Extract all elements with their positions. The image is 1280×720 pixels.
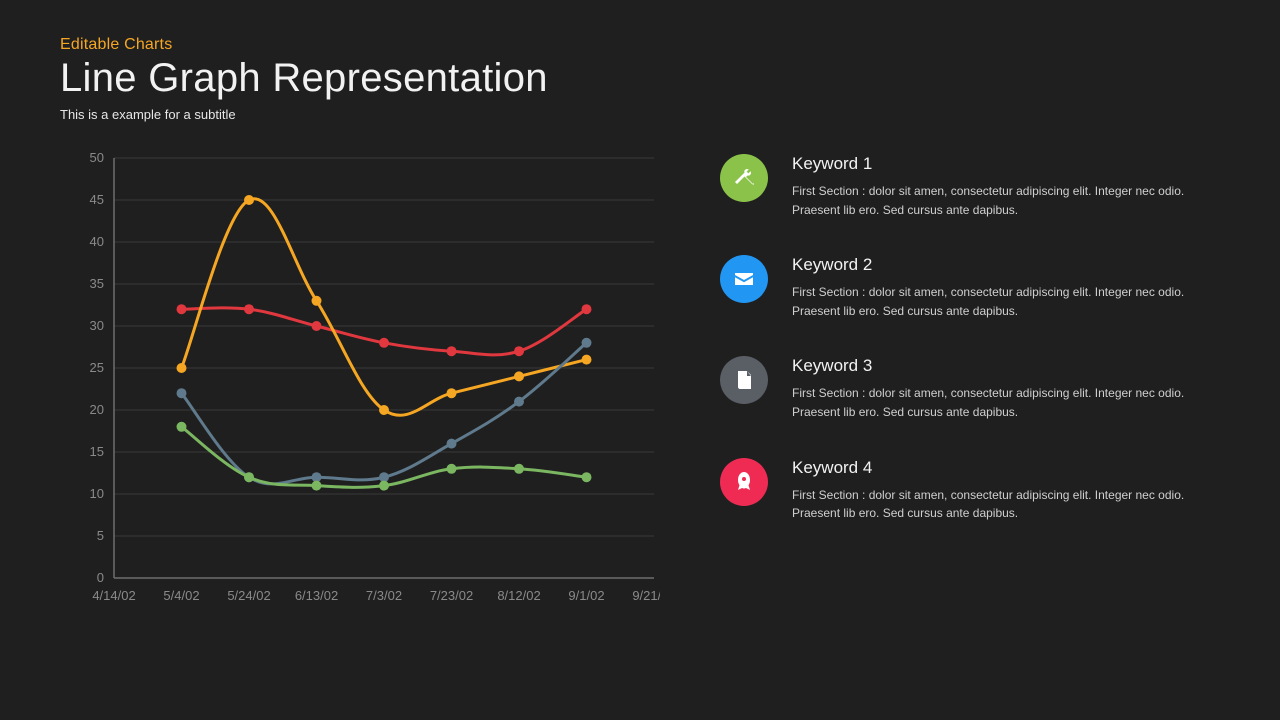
series-marker-red <box>379 338 389 348</box>
x-tick-label: 9/21/02 <box>632 588 660 603</box>
tools-icon <box>720 154 768 202</box>
series-marker-blue <box>582 338 592 348</box>
y-tick-label: 35 <box>90 276 104 291</box>
keyword-item: Keyword 1 First Section : dolor sit amen,… <box>720 154 1220 219</box>
keyword-text: Keyword 1 First Section : dolor sit amen,… <box>792 154 1212 219</box>
series-marker-green <box>244 472 254 482</box>
y-tick-label: 0 <box>97 570 104 585</box>
series-line-red <box>182 308 587 355</box>
keyword-item: Keyword 4 First Section : dolor sit amen,… <box>720 458 1220 523</box>
series-marker-orange <box>514 371 524 381</box>
series-marker-orange <box>447 388 457 398</box>
series-marker-green <box>312 481 322 491</box>
series-marker-orange <box>582 355 592 365</box>
x-tick-label: 6/13/02 <box>295 588 338 603</box>
series-line-orange <box>182 199 587 416</box>
x-tick-label: 7/3/02 <box>366 588 402 603</box>
keyword-title: Keyword 2 <box>792 255 1212 275</box>
content: 0 5 10 15 20 25 30 35 40 45 50 4/14/02 5/4/02 5/24/02… <box>60 148 1220 623</box>
keyword-title: Keyword 3 <box>792 356 1212 376</box>
series-marker-red <box>447 346 457 356</box>
series-marker-green <box>582 472 592 482</box>
y-tick-label: 5 <box>97 528 104 543</box>
series-marker-orange <box>244 195 254 205</box>
book-icon <box>720 356 768 404</box>
keyword-list: Keyword 1 First Section : dolor sit amen,… <box>720 148 1220 623</box>
series-marker-blue <box>514 397 524 407</box>
mail-icon <box>720 255 768 303</box>
y-tick-label: 25 <box>90 360 104 375</box>
keyword-title: Keyword 4 <box>792 458 1212 478</box>
eyebrow: Editable Charts <box>60 36 1220 54</box>
x-tick-label: 5/24/02 <box>227 588 270 603</box>
series-marker-red <box>312 321 322 331</box>
series-marker-green <box>447 464 457 474</box>
keyword-desc: First Section : dolor sit amen, consecte… <box>792 182 1212 219</box>
keyword-text: Keyword 3 First Section : dolor sit amen,… <box>792 356 1212 421</box>
series-marker-red <box>582 304 592 314</box>
series-marker-orange <box>177 363 187 373</box>
keyword-desc: First Section : dolor sit amen, consecte… <box>792 486 1212 523</box>
series-marker-green <box>379 481 389 491</box>
keyword-item: Keyword 2 First Section : dolor sit amen,… <box>720 255 1220 320</box>
keyword-desc: First Section : dolor sit amen, consecte… <box>792 384 1212 421</box>
y-tick-label: 20 <box>90 402 104 417</box>
keyword-text: Keyword 4 First Section : dolor sit amen,… <box>792 458 1212 523</box>
y-tick-label: 10 <box>90 486 104 501</box>
series-marker-red <box>244 304 254 314</box>
keyword-text: Keyword 2 First Section : dolor sit amen,… <box>792 255 1212 320</box>
x-tick-label: 8/12/02 <box>497 588 540 603</box>
series-marker-blue <box>177 388 187 398</box>
y-tick-label: 50 <box>90 150 104 165</box>
subtitle: This is a example for a subtitle <box>60 107 1220 122</box>
series-marker-orange <box>312 296 322 306</box>
series-marker-green <box>514 464 524 474</box>
x-tick-label: 5/4/02 <box>163 588 199 603</box>
keyword-title: Keyword 1 <box>792 154 1212 174</box>
series-marker-orange <box>379 405 389 415</box>
line-chart: 0 5 10 15 20 25 30 35 40 45 50 4/14/02 5/4/02 5/24/02… <box>60 148 660 623</box>
y-tick-label: 40 <box>90 234 104 249</box>
keyword-desc: First Section : dolor sit amen, consecte… <box>792 283 1212 320</box>
y-tick-label: 30 <box>90 318 104 333</box>
keyword-item: Keyword 3 First Section : dolor sit amen,… <box>720 356 1220 421</box>
x-tick-label: 9/1/02 <box>568 588 604 603</box>
series-marker-red <box>177 304 187 314</box>
series-marker-green <box>177 422 187 432</box>
series-marker-blue <box>447 439 457 449</box>
x-tick-label: 7/23/02 <box>430 588 473 603</box>
rocket-icon <box>720 458 768 506</box>
x-tick-label: 4/14/02 <box>92 588 135 603</box>
page-title: Line Graph Representation <box>60 56 1220 101</box>
y-tick-label: 45 <box>90 192 104 207</box>
y-tick-label: 15 <box>90 444 104 459</box>
header: Editable Charts Line Graph Representatio… <box>60 36 1220 122</box>
series-marker-red <box>514 346 524 356</box>
